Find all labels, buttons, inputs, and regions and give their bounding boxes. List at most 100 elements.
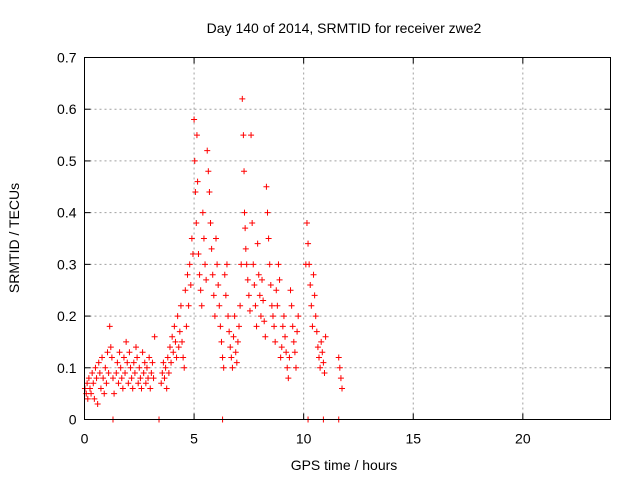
data-point <box>322 333 329 340</box>
data-point <box>179 338 186 345</box>
data-point <box>127 364 134 371</box>
data-point <box>225 313 232 320</box>
data-point <box>206 188 213 195</box>
data-point <box>183 323 190 330</box>
data-point <box>209 271 216 278</box>
data-point <box>264 209 271 216</box>
data-point <box>181 364 188 371</box>
x-tick-labels: 0 5 10 15 20 <box>81 431 531 447</box>
data-point <box>271 323 278 330</box>
data-point <box>200 235 207 242</box>
data-point <box>309 323 316 330</box>
data-point <box>137 375 144 382</box>
data-point <box>119 385 126 392</box>
data-point <box>335 354 342 361</box>
data-point <box>187 282 194 289</box>
data-point <box>93 375 100 382</box>
data-point <box>321 369 328 376</box>
data-point <box>257 313 264 320</box>
data-point <box>86 385 93 392</box>
x-tick-label: 5 <box>190 431 198 447</box>
data-point <box>159 369 166 376</box>
data-point <box>303 219 310 226</box>
data-point <box>108 354 115 361</box>
data-point <box>248 132 255 139</box>
data-point <box>131 369 138 376</box>
data-point <box>282 333 289 340</box>
data-point <box>233 359 240 366</box>
data-point <box>313 328 320 335</box>
y-tick-label: 0.4 <box>57 205 77 221</box>
data-point <box>170 349 177 356</box>
data-point <box>95 359 102 366</box>
data-point <box>305 240 312 247</box>
data-point <box>252 302 259 309</box>
data-point <box>238 261 245 268</box>
data-point <box>184 271 191 278</box>
data-point <box>265 235 272 242</box>
data-point <box>97 385 104 392</box>
data-point <box>251 282 258 289</box>
y-axis-label: SRMTID / TECUs <box>6 183 22 293</box>
data-point <box>263 183 270 190</box>
data-point <box>123 338 130 345</box>
data-point <box>128 375 135 382</box>
data-point <box>106 323 113 330</box>
y-tick-label: 0.6 <box>57 101 77 117</box>
data-point <box>245 292 252 299</box>
data-point <box>191 157 198 164</box>
data-point <box>185 302 192 309</box>
data-point <box>261 318 268 325</box>
data-point <box>169 333 176 340</box>
data-point <box>139 349 146 356</box>
data-point <box>249 219 256 226</box>
data-point <box>96 369 103 376</box>
data-point <box>306 261 313 268</box>
data-point <box>337 375 344 382</box>
data-point <box>107 344 114 351</box>
x-tick-label: 0 <box>81 431 89 447</box>
data-point <box>232 349 239 356</box>
data-point <box>250 261 257 268</box>
data-point <box>220 364 227 371</box>
y-tick-label: 0.1 <box>57 360 77 376</box>
data-point <box>151 333 158 340</box>
data-point <box>246 307 253 314</box>
data-point <box>173 354 180 361</box>
data-point <box>218 338 225 345</box>
data-point <box>165 369 172 376</box>
data-point <box>205 168 212 175</box>
data-point <box>228 354 235 361</box>
x-axis-label: GPS time / hours <box>291 457 398 473</box>
y-tick-label: 0.5 <box>57 153 77 169</box>
y-tick-label: 0.2 <box>57 308 77 324</box>
data-point <box>336 364 343 371</box>
data-point <box>186 261 193 268</box>
data-point <box>311 292 318 299</box>
data-point <box>138 385 145 392</box>
data-point <box>266 261 273 268</box>
data-point <box>275 261 282 268</box>
data-point <box>255 271 262 278</box>
data-point <box>237 302 244 309</box>
x-tick-label: 15 <box>405 431 421 447</box>
data-point <box>223 261 230 268</box>
data-point <box>285 375 292 382</box>
data-point <box>241 209 248 216</box>
data-point <box>126 349 133 356</box>
data-point <box>94 400 101 407</box>
data-point <box>199 209 206 216</box>
data-point <box>101 390 108 397</box>
data-point <box>141 359 148 366</box>
data-point <box>168 359 175 366</box>
data-point <box>146 354 153 361</box>
data-point <box>216 302 223 309</box>
y-tick-label: 0.7 <box>57 50 77 66</box>
data-point <box>182 287 189 294</box>
data-point <box>283 349 290 356</box>
data-point <box>177 302 184 309</box>
data-point <box>194 178 201 185</box>
data-point <box>208 245 215 252</box>
data-point <box>278 344 285 351</box>
